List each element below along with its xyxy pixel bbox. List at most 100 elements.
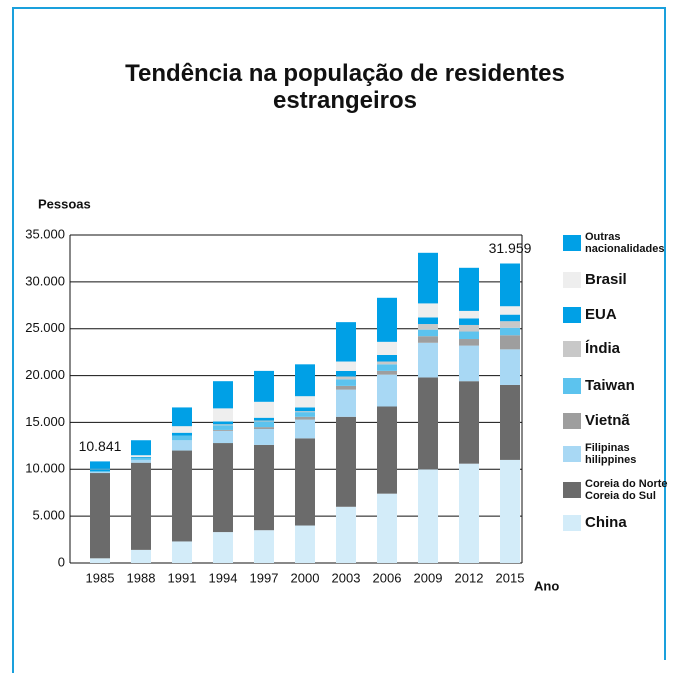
x-tick-label: 1997 xyxy=(250,570,279,585)
bar-segment xyxy=(336,379,356,386)
bar-segment xyxy=(213,532,233,563)
bar-segment xyxy=(295,416,315,420)
bar-segment xyxy=(131,458,151,460)
bar-segment xyxy=(254,417,274,421)
x-tick-label: 1991 xyxy=(168,570,197,585)
bar-segment xyxy=(295,438,315,526)
legend-label: Taiwan xyxy=(585,377,635,394)
bar-segment xyxy=(377,370,397,375)
bar-segment xyxy=(418,324,438,330)
x-tick-label: 1988 xyxy=(127,570,156,585)
bar-segment xyxy=(254,421,274,428)
bar-segment xyxy=(418,317,438,325)
legend-swatch xyxy=(563,307,581,323)
bar-segment xyxy=(254,420,274,422)
bar-segment xyxy=(336,376,356,380)
bar-segment xyxy=(459,318,479,325)
bar-segment xyxy=(418,252,438,304)
bar-segment xyxy=(459,463,479,563)
bar-segment xyxy=(336,416,356,507)
frame xyxy=(12,7,666,673)
bar-segment xyxy=(500,314,520,322)
bar-segment xyxy=(213,429,233,431)
bar-segment xyxy=(213,424,233,426)
bar-segment xyxy=(172,435,192,441)
bar-segment xyxy=(418,377,438,470)
legend-swatch xyxy=(563,413,581,429)
legend-swatch xyxy=(563,515,581,531)
y-tick-label: 15.000 xyxy=(25,414,65,429)
bar-segment xyxy=(213,408,233,422)
bar-segment xyxy=(336,506,356,563)
bar-segment xyxy=(295,411,315,413)
bar-segment xyxy=(500,321,520,328)
bar-segment xyxy=(254,428,274,445)
bar-segment xyxy=(377,493,397,563)
bar-segment xyxy=(377,374,397,407)
bar-segment xyxy=(336,322,356,362)
y-tick-label: 25.000 xyxy=(25,320,65,335)
bar-segment xyxy=(172,450,192,542)
total-label: 31.959 xyxy=(489,240,532,256)
bar-segment xyxy=(336,361,356,371)
bar-segment xyxy=(172,407,192,427)
bar-segment xyxy=(213,425,233,430)
legend-label: EUA xyxy=(585,306,617,323)
bar-segment xyxy=(131,457,151,459)
bar-segment xyxy=(90,461,110,469)
bar-segment xyxy=(500,263,520,307)
y-tick-label: 35.000 xyxy=(25,226,65,241)
bar-segment xyxy=(459,345,479,382)
bar-segment xyxy=(459,339,479,346)
bar-segment xyxy=(90,471,110,473)
bar-segment xyxy=(459,381,479,464)
legend-swatch xyxy=(563,482,581,498)
bar-segment xyxy=(213,443,233,533)
y-tick-label: 30.000 xyxy=(25,273,65,288)
bar-segment xyxy=(172,541,192,563)
bar-segment xyxy=(172,432,192,436)
bar-segment xyxy=(254,427,274,429)
bar-segment xyxy=(295,525,315,563)
legend-label: Coreia do Norte Coreia do Sul xyxy=(585,478,668,502)
legend-label: Índia xyxy=(585,340,621,357)
bar-segment xyxy=(213,421,233,425)
x-tick-label: 2006 xyxy=(373,570,402,585)
bar-segment xyxy=(418,329,438,337)
legend-label: Filipinas hilippines xyxy=(585,442,636,466)
bar-segment xyxy=(254,530,274,563)
bar-segment xyxy=(295,412,315,417)
bar-segment xyxy=(90,558,110,563)
bar-segment xyxy=(213,381,233,409)
bar-segment xyxy=(459,267,479,311)
bar-segment xyxy=(254,401,274,418)
bar-segment xyxy=(500,306,520,315)
bar-segment xyxy=(254,370,274,402)
bar-segment xyxy=(131,459,151,463)
x-tick-label: 2009 xyxy=(414,570,443,585)
bar-segment xyxy=(254,444,274,531)
x-axis-label: Ano xyxy=(534,578,559,593)
y-tick-label: 10.000 xyxy=(25,461,65,476)
bar-segment xyxy=(295,364,315,397)
bar-segment xyxy=(459,310,479,319)
legend-label: Brasil xyxy=(585,271,627,288)
legend-swatch xyxy=(563,272,581,288)
bar-segment xyxy=(131,462,151,550)
bar-segment xyxy=(172,440,192,451)
bar-segment xyxy=(336,385,356,390)
legend-swatch xyxy=(563,341,581,357)
x-tick-label: 2000 xyxy=(291,570,320,585)
bar-segment xyxy=(377,297,397,342)
chart-title: Tendência na população de residentes estr… xyxy=(125,60,565,114)
bar-segment xyxy=(377,341,397,355)
y-tick-label: 20.000 xyxy=(25,367,65,382)
bar-segment xyxy=(90,469,110,472)
legend-swatch xyxy=(563,235,581,251)
y-tick-label: 0 xyxy=(58,554,65,569)
bar-segment xyxy=(500,349,520,385)
total-label: 10.841 xyxy=(79,438,122,454)
legend-label: Vietnã xyxy=(585,412,630,429)
bar-segment xyxy=(90,472,110,474)
